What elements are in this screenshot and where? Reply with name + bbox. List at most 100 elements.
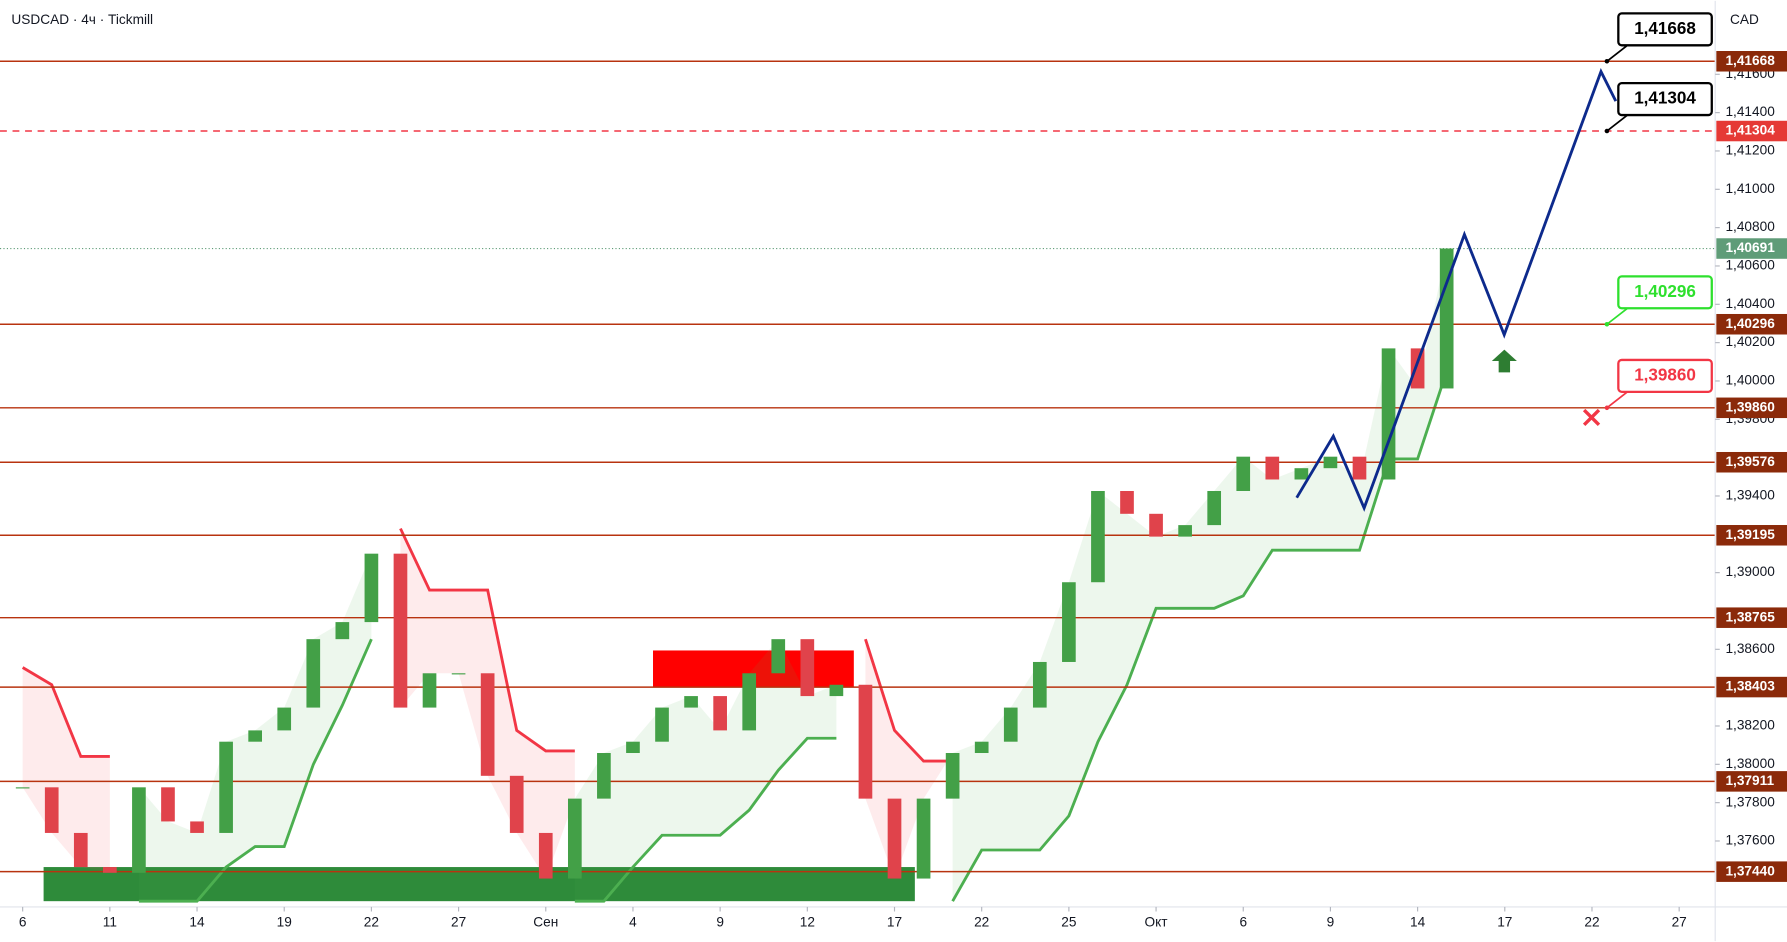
- price-badge: [1716, 397, 1787, 419]
- y-tick-label: 1,41200: [1725, 143, 1775, 158]
- callout-pointer: [1606, 391, 1628, 409]
- candle: [1265, 456, 1280, 480]
- x-tick-label: 17: [1497, 914, 1512, 929]
- x-tick-label: 9: [716, 914, 724, 929]
- x-tick-label: 27: [1672, 914, 1687, 929]
- candle: [335, 622, 350, 640]
- price-badge-label: 1,40691: [1725, 240, 1775, 255]
- price-badge: [1716, 451, 1787, 473]
- y-tick-label: 1,39400: [1725, 488, 1775, 503]
- candle: [916, 798, 931, 879]
- price-badge-label: 1,40296: [1725, 316, 1775, 331]
- y-tick-label: 1,40600: [1725, 258, 1775, 273]
- candle: [161, 787, 175, 822]
- stop-marker: [1582, 408, 1601, 427]
- callout-box: [1617, 358, 1713, 393]
- candle: [684, 696, 698, 708]
- price-badge-label: 1,39195: [1725, 527, 1775, 542]
- x-tick-label: 22: [1584, 914, 1599, 929]
- candle: [509, 775, 524, 833]
- price-badge-label: 1,41304: [1725, 123, 1775, 138]
- callout-pointer: [1606, 44, 1628, 62]
- candle: [771, 639, 786, 674]
- callout-box: [1617, 12, 1713, 47]
- price-badge-label: 1,37911: [1725, 773, 1774, 788]
- y-tick-label: 1,38200: [1725, 718, 1775, 733]
- y-tick-label: 1,40200: [1725, 334, 1775, 349]
- price-badge: [1716, 238, 1787, 259]
- candle: [1410, 348, 1425, 389]
- candle: [626, 741, 640, 754]
- callout-label: 1,40296: [1634, 282, 1696, 301]
- y-tick-label: 1,40400: [1725, 296, 1775, 311]
- candle: [858, 684, 873, 799]
- entry-arrow: [1491, 349, 1517, 373]
- symbol-header: USDCAD · 4ч · Tickmill: [11, 12, 153, 27]
- callout-box: [1617, 82, 1713, 117]
- candle: [1091, 490, 1105, 583]
- callout-pointer: [1606, 114, 1628, 132]
- candle: [742, 673, 757, 731]
- callout-label: 1,41304: [1634, 89, 1696, 108]
- x-tick-label: 12: [800, 914, 815, 929]
- callout-dot: [1604, 405, 1610, 411]
- x-tick-label: 22: [364, 914, 379, 929]
- x-tick-label: 4: [629, 914, 637, 929]
- candle: [567, 798, 582, 879]
- price-badge: [1716, 607, 1787, 628]
- callout-dot: [1604, 321, 1610, 327]
- x-tick-label: 25: [1061, 914, 1077, 929]
- x-tick-label: 6: [1239, 914, 1247, 929]
- x-tick-label: 27: [451, 914, 466, 929]
- y-tick-label: 1,39000: [1725, 564, 1775, 579]
- price-badge: [1716, 51, 1787, 72]
- candle: [1294, 468, 1309, 480]
- trend-shade: [952, 248, 1447, 902]
- x-tick-label: 9: [1327, 914, 1335, 929]
- x-tick-label: Сен: [533, 914, 558, 929]
- x-tick-label: 17: [887, 914, 902, 929]
- currency-label: CAD: [1730, 12, 1759, 27]
- callout-label: 1,39860: [1634, 365, 1696, 384]
- candle: [44, 787, 59, 833]
- y-tick-label: 1,38600: [1725, 641, 1775, 656]
- price-badge: [1716, 861, 1787, 882]
- price-badge: [1716, 676, 1787, 698]
- y-tick-label: 1,41000: [1725, 181, 1775, 196]
- candle: [1178, 525, 1192, 537]
- price-badge-label: 1,38765: [1725, 609, 1775, 624]
- candle: [219, 741, 233, 833]
- candle: [829, 684, 844, 697]
- candle: [597, 753, 611, 799]
- price-badge: [1716, 525, 1787, 546]
- candle: [1003, 707, 1018, 742]
- y-tick-label: 1,41400: [1725, 104, 1775, 119]
- callout-label: 1,41668: [1634, 19, 1696, 38]
- x-tick-label: Окт: [1145, 914, 1169, 929]
- trend-shade: [574, 639, 837, 902]
- x-tick-label: 11: [103, 914, 117, 929]
- candle: [1149, 513, 1163, 537]
- callout-dot: [1604, 58, 1610, 64]
- price-badge-label: 1,37440: [1725, 863, 1775, 878]
- callout-dot: [1604, 128, 1610, 134]
- candle: [1439, 248, 1454, 389]
- candle: [655, 707, 669, 742]
- candle: [800, 639, 815, 697]
- y-tick-label: 1,40000: [1725, 373, 1775, 388]
- candle: [538, 832, 553, 879]
- candle: [945, 753, 960, 799]
- trend-shade: [22, 667, 110, 873]
- candle: [422, 673, 437, 708]
- trend-line: [21, 527, 953, 763]
- price-badge: [1716, 313, 1787, 335]
- candle: [103, 867, 117, 873]
- candle: [713, 696, 727, 731]
- price-badge: [1716, 771, 1787, 792]
- candle: [190, 821, 204, 833]
- candle: [364, 553, 379, 623]
- candle: [248, 730, 262, 742]
- plot-area: [0, 60, 1716, 903]
